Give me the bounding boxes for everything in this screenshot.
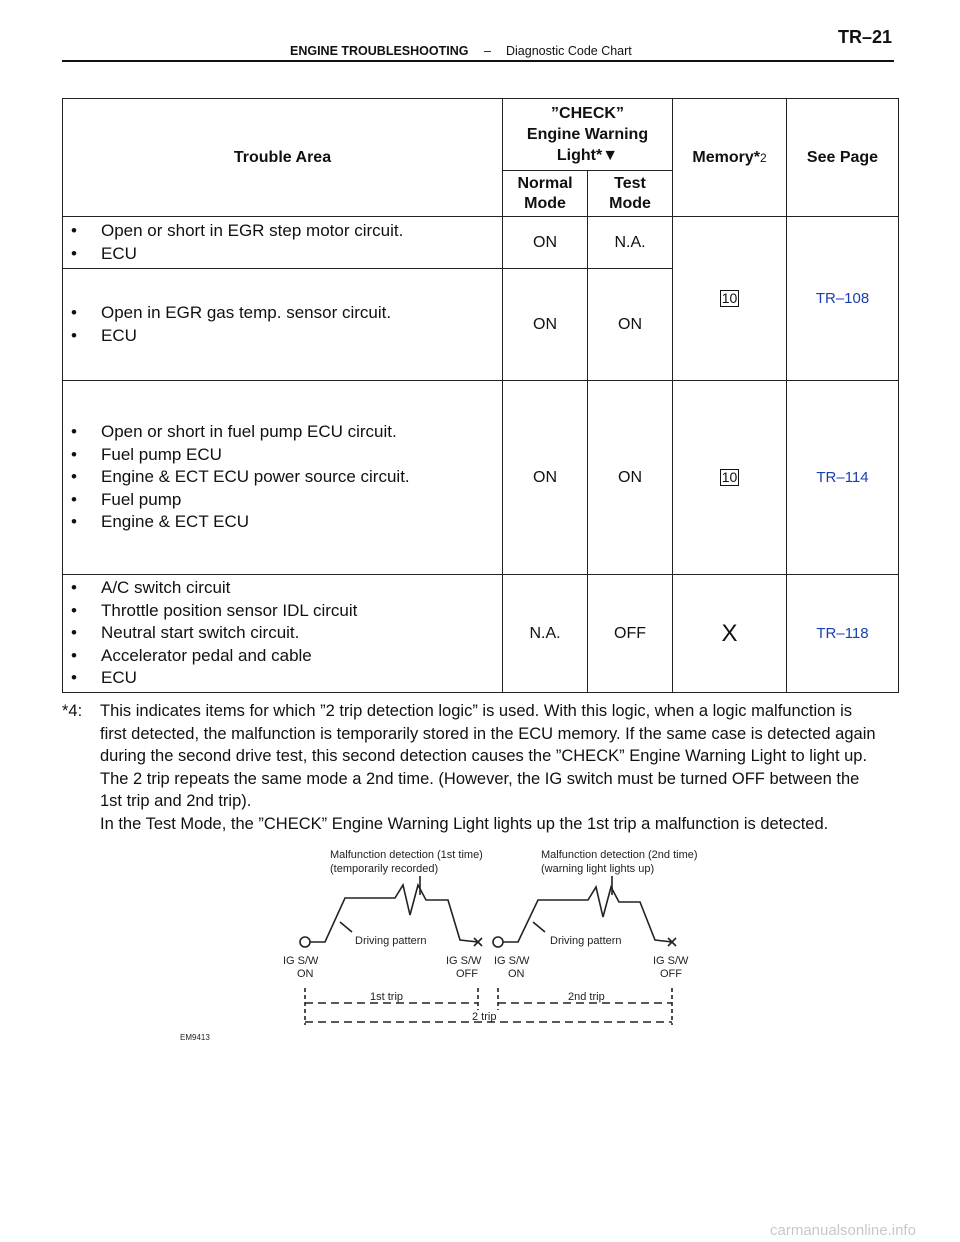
col-check-light: ”CHECK” Engine Warning Light*▼ <box>503 99 673 171</box>
label: Driving pattern <box>355 935 427 947</box>
col-test: Test Mode <box>588 171 673 217</box>
section-title: ENGINE TROUBLESHOOTING <box>290 44 469 58</box>
figure-id: EM9413 <box>180 1033 210 1042</box>
note-body: This indicates items for which ”2 trip d… <box>100 700 876 836</box>
page-number: TR–21 <box>838 27 893 47</box>
list-item: Open or short in EGR step motor circuit. <box>63 220 502 243</box>
trouble-cell: Open or short in EGR step motor circuit.… <box>63 217 503 269</box>
list-item: ECU <box>63 325 502 348</box>
list-item: Open or short in fuel pump ECU circuit. <box>63 421 502 444</box>
item-list: Open or short in EGR step motor circuit.… <box>63 220 502 265</box>
label: IG S/W <box>653 955 689 967</box>
label: ON <box>297 968 314 980</box>
memory-cell: 10 <box>673 217 787 381</box>
list-item: Throttle position sensor IDL circuit <box>63 600 502 623</box>
label: (warning light lights up) <box>541 863 654 875</box>
label: IG S/W <box>446 955 482 967</box>
label: 1st trip <box>370 991 403 1003</box>
memory-cell: 10 <box>673 381 787 575</box>
list-item: ECU <box>63 243 502 266</box>
header-line: Normal <box>517 174 573 192</box>
list-item: Accelerator pedal and cable <box>63 645 502 668</box>
trouble-cell: Open or short in fuel pump ECU circuit.F… <box>63 381 503 575</box>
separator: – <box>484 44 491 58</box>
test-cell: OFF <box>588 575 673 693</box>
see-page-cell: TR–114 <box>787 381 899 575</box>
note-line: first detected, the malfunction is tempo… <box>100 724 876 743</box>
header-line: Mode <box>609 194 651 212</box>
label: OFF <box>456 968 478 980</box>
test-cell: N.A. <box>588 217 673 269</box>
label: OFF <box>660 968 682 980</box>
test-cell: ON <box>588 381 673 575</box>
list-item: Open in EGR gas temp. sensor circuit. <box>63 302 502 325</box>
normal-cell: ON <box>503 269 588 381</box>
normal-cell: N.A. <box>503 575 588 693</box>
watermark: carmanualsonline.info <box>770 1222 916 1239</box>
item-list: Open or short in fuel pump ECU circuit.F… <box>63 421 502 534</box>
header-rule <box>62 60 894 62</box>
test-cell: ON <box>588 269 673 381</box>
memory-value: 10 <box>719 469 740 486</box>
diagram-lines <box>299 876 677 1025</box>
header-line: Mode <box>524 194 566 212</box>
header-text: Memory* <box>692 148 760 166</box>
symbol: ▼ <box>602 147 619 164</box>
item-list: A/C switch circuitThrottle position sens… <box>63 577 502 690</box>
normal-cell: ON <box>503 217 588 269</box>
footnote-ref: 2 <box>759 150 767 165</box>
see-page-cell: TR–108 <box>787 217 899 381</box>
list-item: Fuel pump <box>63 489 502 512</box>
note-line: 1st trip and 2nd trip). <box>100 792 252 811</box>
list-item: A/C switch circuit <box>63 577 502 600</box>
memory-cell: X <box>673 575 787 693</box>
list-item: Neutral start switch circuit. <box>63 622 502 645</box>
label: Malfunction detection (1st time) <box>330 849 483 861</box>
label: (temporarily recorded) <box>330 863 438 875</box>
list-item: Fuel pump ECU <box>63 444 502 467</box>
list-item: ECU <box>63 667 502 690</box>
list-item: Engine & ECT ECU <box>63 511 502 534</box>
trip-diagram: Malfunction detection (1st time) (tempor… <box>180 849 698 1042</box>
normal-cell: ON <box>503 381 588 575</box>
note-line: This indicates items for which ”2 trip d… <box>100 702 852 720</box>
see-page-cell: TR–118 <box>787 575 899 693</box>
header-line: Light*▼ <box>557 145 618 166</box>
label: ON <box>508 968 525 980</box>
trouble-table: Trouble Area ”CHECK” Engine Warning Ligh… <box>62 98 899 693</box>
memory-value: 10 <box>719 290 740 307</box>
header-line: Engine Warning <box>526 126 649 143</box>
subtitle: Diagnostic Code Chart <box>506 44 632 58</box>
label: Driving pattern <box>550 935 622 947</box>
col-trouble-area: Trouble Area <box>63 99 503 217</box>
col-memory: Memory* 2 <box>673 99 787 217</box>
note-label: *4: <box>62 702 83 720</box>
label: 2 trip <box>472 1011 496 1023</box>
note-line: In the Test Mode, the ”CHECK” Engine War… <box>100 814 829 833</box>
label: Malfunction detection (2nd time) <box>541 849 698 861</box>
label: 2nd trip <box>568 991 605 1003</box>
item-list: Open in EGR gas temp. sensor circuit.ECU <box>63 302 502 347</box>
note-line: The 2 trip repeats the same mode a 2nd t… <box>100 769 860 788</box>
label: IG S/W <box>283 955 319 967</box>
col-see-page: See Page <box>787 99 899 217</box>
note-line: during the second drive test, this secon… <box>100 747 868 766</box>
col-normal: Normal Mode <box>503 171 588 217</box>
header-line: Test <box>614 174 646 192</box>
header-text: Light* <box>556 147 603 164</box>
list-item: Engine & ECT ECU power source circuit. <box>63 466 502 489</box>
trouble-cell: Open in EGR gas temp. sensor circuit.ECU <box>63 269 503 381</box>
header-line: ”CHECK” <box>551 105 624 122</box>
label: IG S/W <box>494 955 530 967</box>
memory-value: X <box>721 619 738 647</box>
trouble-cell: A/C switch circuitThrottle position sens… <box>63 575 503 693</box>
